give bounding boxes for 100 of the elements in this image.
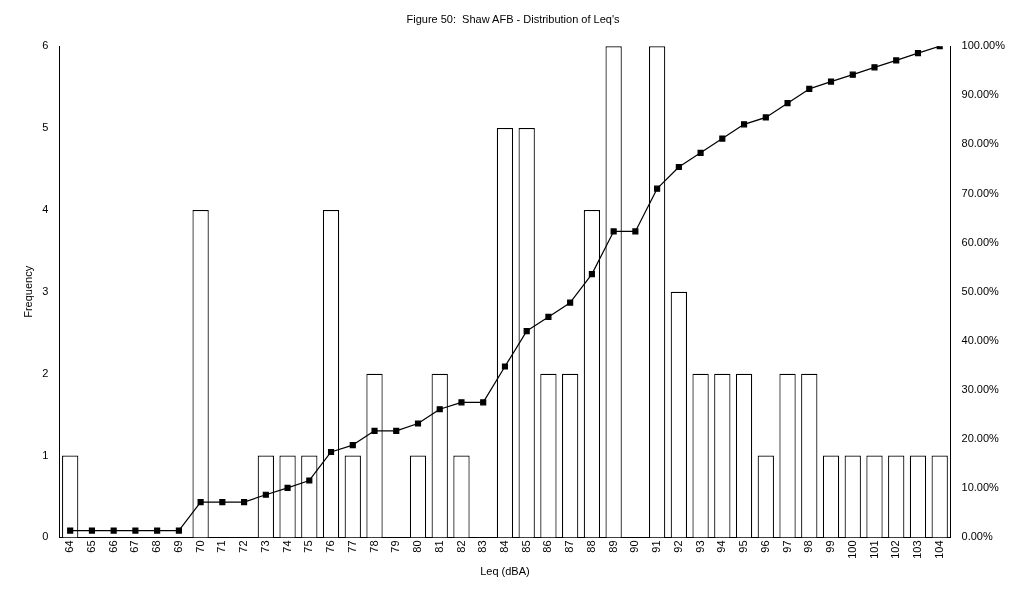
x-tick-label: 78 xyxy=(367,540,380,553)
x-tick-label: 99 xyxy=(824,540,837,553)
point xyxy=(675,163,682,171)
point xyxy=(610,228,617,235)
point xyxy=(567,299,574,306)
point xyxy=(349,442,356,449)
point xyxy=(219,499,226,506)
y2-tick-label: 20.00% xyxy=(961,432,1000,445)
point xyxy=(284,484,291,491)
point xyxy=(523,328,530,335)
x-tick-label: 89 xyxy=(606,540,619,553)
point xyxy=(588,271,595,278)
point xyxy=(784,100,791,107)
point xyxy=(893,57,900,64)
x-tick-label: 96 xyxy=(758,540,771,553)
point xyxy=(632,228,639,235)
point xyxy=(719,135,726,142)
y2-tick-label: 50.00% xyxy=(961,284,1000,297)
x-tick-label: 95 xyxy=(737,540,750,553)
point xyxy=(827,78,835,85)
point xyxy=(88,527,95,534)
y2-tick-label: 90.00% xyxy=(961,88,1000,101)
y2-tick-label: 100.00% xyxy=(961,39,1006,52)
point xyxy=(436,406,443,413)
point xyxy=(740,121,748,128)
x-tick-label: 92 xyxy=(671,540,684,553)
point xyxy=(654,185,661,192)
x-tick-label: 85 xyxy=(519,540,532,553)
x-tick-label: 80 xyxy=(411,540,424,553)
y2-tick-label: 80.00% xyxy=(961,137,1000,150)
x-tick-label: 94 xyxy=(715,540,728,553)
x-tick-label: 97 xyxy=(780,540,793,553)
x-tick-label: 87 xyxy=(563,540,576,553)
y2-tick-label: 30.00% xyxy=(961,383,1000,396)
y-tick-label: 0 xyxy=(42,530,49,543)
x-tick-label: 101 xyxy=(867,540,880,559)
point xyxy=(849,71,856,78)
y-tick-label: 6 xyxy=(42,39,49,52)
y-tick-label: 3 xyxy=(42,284,49,297)
y-tick-label: 4 xyxy=(42,202,49,215)
x-tick-label: 76 xyxy=(324,540,337,553)
point xyxy=(914,50,922,57)
point xyxy=(762,114,769,121)
x-tick-label: 91 xyxy=(650,540,663,553)
x-tick-label: 70 xyxy=(193,540,206,553)
x-tick-label: 77 xyxy=(345,540,358,553)
y-axis-title: Frequency xyxy=(21,265,34,318)
point xyxy=(132,527,139,534)
x-tick-label: 100 xyxy=(845,540,858,559)
point xyxy=(458,399,465,406)
point xyxy=(480,399,487,406)
x-tick-label: 98 xyxy=(802,540,815,553)
x-tick-label: 103 xyxy=(911,540,923,559)
y2-tick-label: 10.00% xyxy=(961,481,1000,494)
x-tick-label: 88 xyxy=(584,540,597,553)
point xyxy=(501,363,509,370)
y2-tick-label: 70.00% xyxy=(961,186,1000,199)
x-tick-label: 93 xyxy=(693,540,706,553)
point xyxy=(67,527,74,534)
point xyxy=(197,499,204,506)
x-tick-label: 69 xyxy=(171,540,184,553)
x-tick-label: 81 xyxy=(432,540,445,553)
point xyxy=(154,527,161,534)
x-tick-label: 86 xyxy=(541,540,554,553)
x-tick-label: 82 xyxy=(454,540,467,553)
point xyxy=(871,64,878,71)
point xyxy=(371,427,378,434)
x-tick-label: 65 xyxy=(84,540,97,553)
x-tick-label: 64 xyxy=(63,540,76,553)
point xyxy=(697,149,704,156)
x-tick-label: 67 xyxy=(128,540,141,553)
point xyxy=(327,448,335,456)
y2-tick-label: 40.00% xyxy=(961,333,1000,346)
x-tick-label: 71 xyxy=(215,540,228,553)
x-axis-title: Leq (dBA) xyxy=(480,565,530,578)
x-tick-label: 102 xyxy=(889,540,902,559)
x-tick-label: 66 xyxy=(106,540,119,553)
point xyxy=(110,527,117,534)
point xyxy=(241,499,248,506)
x-tick-label: 104 xyxy=(932,540,945,559)
x-tick-label: 75 xyxy=(302,540,315,553)
point xyxy=(414,420,422,427)
y-tick-label: 1 xyxy=(42,448,49,461)
y-tick-label: 5 xyxy=(42,121,49,134)
x-tick-label: 90 xyxy=(628,540,641,553)
x-tick-label: 68 xyxy=(150,540,163,553)
point xyxy=(545,313,552,320)
x-tick-label: 72 xyxy=(237,540,250,553)
x-tick-label: 74 xyxy=(280,540,293,553)
point xyxy=(806,85,813,93)
x-tick-label: 83 xyxy=(476,540,489,553)
point xyxy=(262,491,269,498)
point xyxy=(393,427,400,434)
y-tick-label: 2 xyxy=(42,366,49,379)
point xyxy=(306,477,313,484)
x-tick-label: 79 xyxy=(389,540,402,553)
x-tick-label: 73 xyxy=(258,540,271,553)
point xyxy=(175,527,182,534)
chart-title: Figure 50: Shaw AFB - Distribution of Leq's xyxy=(406,12,621,25)
x-tick-label: 84 xyxy=(497,540,510,553)
